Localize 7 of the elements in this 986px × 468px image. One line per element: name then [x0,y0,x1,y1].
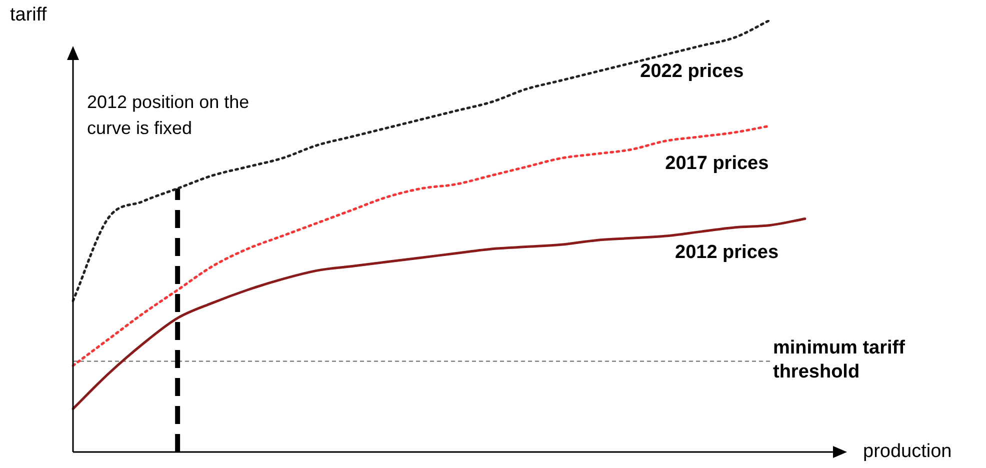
ref-line-label: minimum tariff threshold [773,338,906,383]
series-label: 2017 prices [665,153,769,174]
x-axis-title: production [863,441,952,462]
annotation: 2012 position on the curve is fixed [87,92,250,138]
series-label: 2012 prices [675,242,779,263]
series-label: 2022 prices [640,61,744,82]
y-axis-title: tariff [10,4,48,26]
